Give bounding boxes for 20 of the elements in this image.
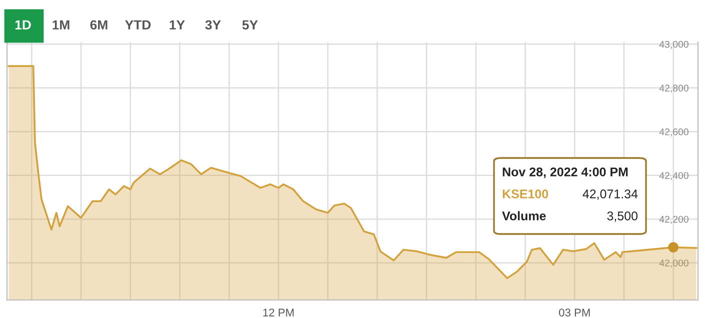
y-tick-label: 42,200: [659, 216, 688, 224]
y-tick-label: 42,000: [659, 260, 688, 268]
annotation: Nov 28, 2022 4:00 PM: [502, 168, 628, 178]
y-tick-label: 42,400: [659, 172, 688, 180]
y-tick-label: 42,800: [659, 84, 688, 93]
text: 1D: [15, 20, 31, 30]
text: 6M: [90, 20, 108, 30]
y-tick-label: 43,000: [659, 40, 688, 49]
text: YTD: [125, 20, 151, 30]
annotation: 3,500: [607, 212, 638, 222]
annotation: Volume: [502, 211, 546, 220]
text: 3Y: [205, 20, 221, 30]
text: 5Y: [242, 20, 258, 30]
annotation: KSE100: [502, 190, 548, 198]
y-tick-label: 42,600: [659, 128, 688, 136]
text: 1Y: [170, 20, 185, 30]
x-tick-label: 12 PM: [263, 308, 294, 316]
text: 1M: [52, 20, 70, 30]
x-tick-label: 03 PM: [558, 308, 590, 316]
annotation: 42,071.34: [582, 190, 638, 200]
